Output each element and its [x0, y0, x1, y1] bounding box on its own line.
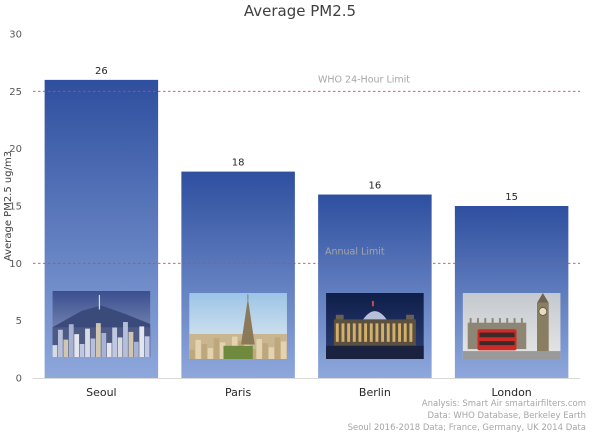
london-big-ben-photo [462, 293, 561, 359]
source-note-data: Data: WHO Database, Berkeley Earth [427, 411, 586, 421]
y-tick-label: 25 [9, 87, 22, 98]
y-tick-label: 10 [9, 259, 22, 270]
y-tick-label: 30 [9, 30, 22, 41]
y-tick-label: 0 [16, 374, 22, 385]
data-label: 16 [369, 181, 382, 192]
y-tick-label: 20 [9, 144, 22, 155]
seoul-skyline-photo [52, 291, 151, 357]
x-tick-label: Berlin [359, 386, 391, 399]
x-tick-label: London [491, 386, 531, 399]
paris-eiffel-tower-photo [189, 293, 287, 359]
source-note-analysis: Analysis: Smart Air smartairfilters.com [422, 399, 586, 409]
y-tick-label: 5 [16, 316, 22, 327]
data-label: 18 [232, 158, 245, 169]
reference-line-label: WHO 24-Hour Limit [318, 74, 410, 85]
y-axis-label: Average PM2.5 ug/m3 [3, 151, 14, 261]
chart-title: Average PM2.5 [244, 2, 356, 20]
y-tick-label: 15 [9, 202, 22, 213]
berlin-reichstag-photo [326, 293, 424, 359]
data-label: 15 [505, 192, 518, 203]
source-note-years: Seoul 2016-2018 Data; France, Germany, U… [348, 423, 586, 433]
x-tick-label: Paris [225, 386, 251, 399]
reference-line-label: Annual Limit [325, 246, 385, 257]
x-tick-label: Seoul [86, 386, 117, 399]
data-label: 26 [95, 66, 108, 77]
